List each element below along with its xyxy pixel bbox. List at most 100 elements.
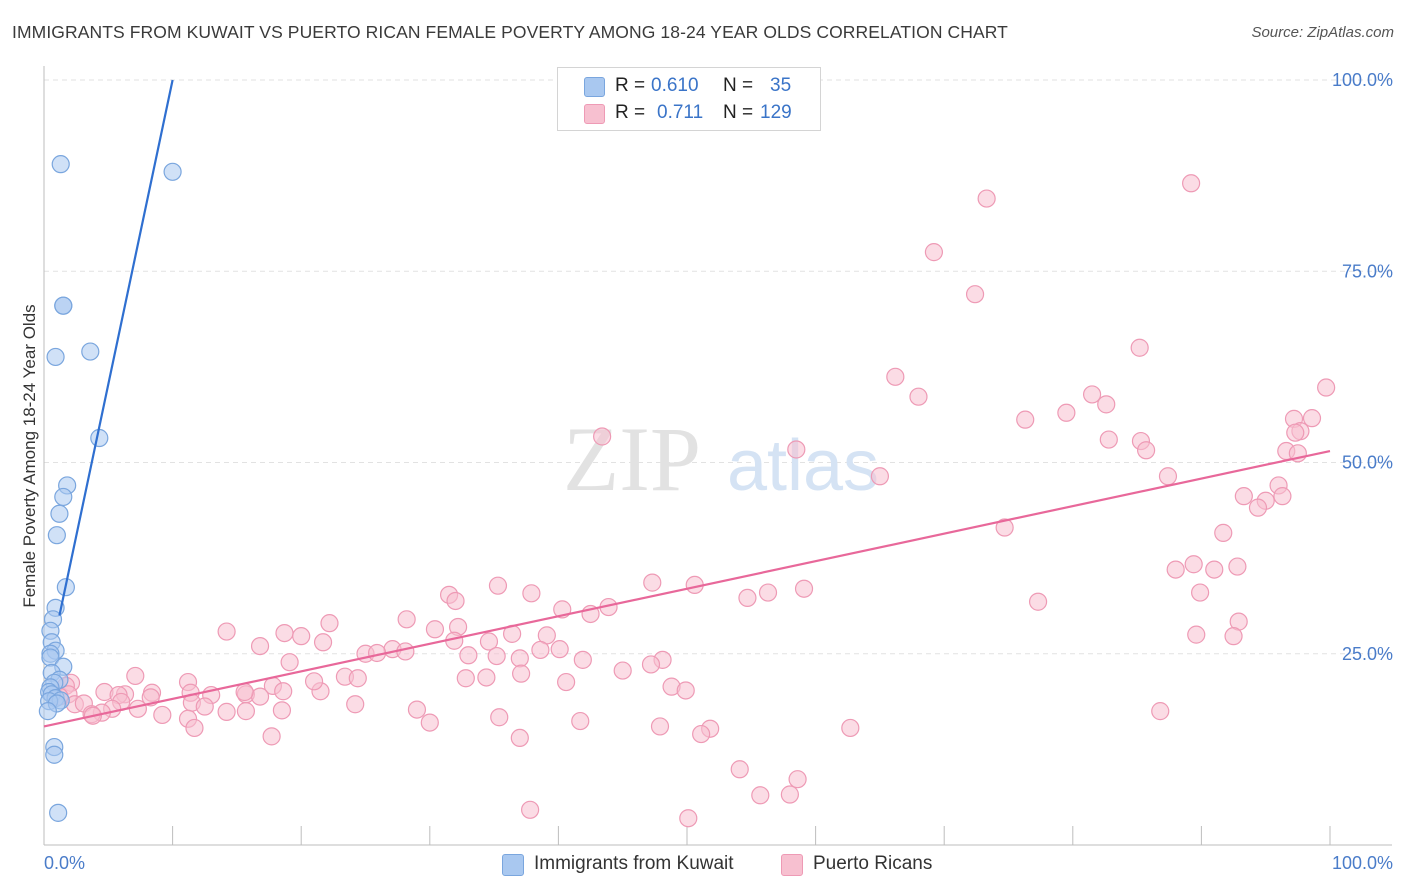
- point-puerto-ricans: [1028, 592, 1048, 611]
- point-puerto-ricans: [217, 622, 236, 641]
- y-tick-label: 50.0%: [1342, 453, 1393, 473]
- point-immigrants-from-kuwait: [50, 504, 69, 523]
- point-puerto-ricans: [397, 610, 416, 629]
- point-puerto-ricans: [841, 718, 860, 738]
- point-puerto-ricans: [977, 189, 996, 208]
- point-immigrants-from-kuwait: [54, 296, 73, 315]
- point-puerto-ricans: [490, 708, 509, 727]
- bottom-legend-swatch-pink: [781, 854, 803, 876]
- point-puerto-ricans: [1184, 555, 1203, 574]
- point-puerto-ricans: [870, 467, 890, 486]
- point-puerto-ricans: [738, 588, 757, 608]
- y-axis-label: Female Poverty Among 18-24 Year Olds: [20, 304, 39, 608]
- point-puerto-ricans: [346, 695, 365, 714]
- point-puerto-ricans: [1151, 702, 1170, 721]
- point-puerto-ricans: [679, 809, 698, 828]
- point-puerto-ricans: [1158, 467, 1178, 486]
- point-puerto-ricans: [522, 584, 541, 603]
- point-puerto-ricans: [477, 668, 496, 687]
- point-immigrants-from-kuwait: [49, 803, 68, 822]
- point-immigrants-from-kuwait: [45, 745, 64, 764]
- point-puerto-ricans: [730, 760, 749, 779]
- trend-lines: [43, 79, 1331, 728]
- legend-r-value: 0.610: [651, 75, 699, 96]
- point-puerto-ricans: [886, 367, 905, 386]
- point-puerto-ricans: [313, 633, 333, 652]
- point-puerto-ricans: [758, 583, 778, 602]
- point-puerto-ricans: [1182, 174, 1201, 193]
- bottom-legend-label: Puerto Ricans: [813, 853, 933, 874]
- point-puerto-ricans: [488, 576, 508, 595]
- point-puerto-ricans: [420, 713, 439, 732]
- point-puerto-ricans: [348, 669, 367, 688]
- point-puerto-ricans: [396, 642, 415, 661]
- point-immigrants-from-kuwait: [46, 347, 65, 367]
- point-puerto-ricans: [512, 664, 531, 683]
- point-puerto-ricans: [550, 640, 569, 659]
- point-puerto-ricans: [153, 705, 172, 725]
- point-puerto-ricans: [1205, 560, 1224, 579]
- bottom-legend-swatch-blue: [502, 854, 524, 876]
- point-puerto-ricans: [1317, 378, 1336, 397]
- point-puerto-ricans: [262, 727, 281, 746]
- point-puerto-ricans: [250, 687, 270, 706]
- point-puerto-ricans: [459, 646, 478, 665]
- point-puerto-ricans: [1224, 627, 1243, 646]
- point-puerto-ricans: [613, 661, 632, 680]
- point-puerto-ricans: [128, 699, 147, 718]
- source-label: Source: ZipAtlas.com: [1251, 24, 1394, 41]
- point-puerto-ricans: [510, 728, 529, 748]
- series-puerto-ricans: [50, 174, 1336, 828]
- point-puerto-ricans: [1191, 583, 1210, 602]
- point-puerto-ricans: [1214, 523, 1233, 542]
- legend-r-label: R =: [615, 75, 646, 96]
- point-puerto-ricans: [510, 649, 529, 668]
- point-puerto-ricans: [531, 640, 550, 660]
- y-tick-label: 100.0%: [1332, 70, 1393, 90]
- point-puerto-ricans: [676, 681, 695, 700]
- point-puerto-ricans: [1016, 410, 1035, 429]
- x-tick-label: 0.0%: [44, 853, 85, 873]
- point-puerto-ricans: [593, 427, 612, 446]
- correlation-legend: R = 0.610 N = 35 R = 0.711 N = 129: [557, 67, 821, 131]
- point-puerto-ricans: [794, 579, 814, 598]
- tick-labels: 25.0% 50.0% 75.0% 100.0% 0.0% 100.0%: [44, 70, 1393, 873]
- point-puerto-ricans: [235, 682, 254, 702]
- point-puerto-ricans: [487, 646, 506, 666]
- legend-n-value: 35: [770, 75, 792, 96]
- point-puerto-ricans: [446, 591, 465, 611]
- point-puerto-ricans: [1097, 395, 1116, 414]
- point-immigrants-from-kuwait: [81, 342, 100, 361]
- point-puerto-ricans: [924, 243, 944, 262]
- point-puerto-ricans: [250, 636, 270, 656]
- x-tick-label: 100.0%: [1332, 853, 1393, 873]
- point-immigrants-from-kuwait: [54, 487, 73, 507]
- point-immigrants-from-kuwait: [38, 702, 57, 721]
- trend-line-kuwait: [58, 79, 174, 616]
- point-puerto-ricans: [1273, 487, 1292, 506]
- point-puerto-ricans: [557, 672, 576, 692]
- chart-title: IMMIGRANTS FROM KUWAIT VS PUERTO RICAN F…: [12, 22, 1008, 42]
- point-puerto-ricans: [1248, 498, 1268, 517]
- point-puerto-ricans: [275, 623, 294, 643]
- point-puerto-ricans: [217, 702, 236, 721]
- point-puerto-ricans: [1057, 403, 1076, 422]
- point-puerto-ricans: [185, 718, 204, 738]
- point-puerto-ricans: [995, 518, 1014, 537]
- point-puerto-ricans: [280, 653, 299, 672]
- point-puerto-ricans: [1187, 625, 1206, 644]
- watermark: ZIP atlas: [563, 408, 879, 510]
- point-puerto-ricans: [521, 800, 540, 819]
- point-immigrants-from-kuwait: [47, 526, 66, 545]
- point-immigrants-from-kuwait: [51, 155, 70, 174]
- bottom-legend-label: Immigrants from Kuwait: [534, 853, 734, 874]
- y-tick-label: 25.0%: [1342, 644, 1393, 664]
- point-puerto-ricans: [643, 573, 662, 592]
- point-puerto-ricans: [292, 627, 311, 646]
- point-puerto-ricans: [479, 632, 499, 651]
- legend-n-label: N =: [723, 75, 754, 96]
- point-puerto-ricans: [304, 672, 324, 691]
- point-puerto-ricans: [780, 785, 799, 804]
- point-puerto-ricans: [571, 711, 590, 731]
